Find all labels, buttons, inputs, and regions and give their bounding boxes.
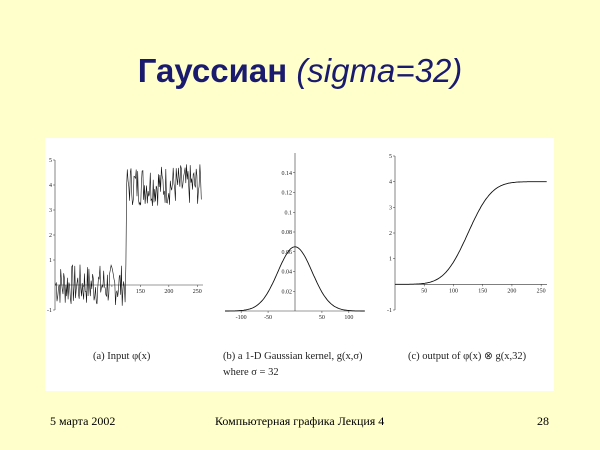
y-tick-label: 2 — [49, 233, 52, 239]
title-main: Гауссиан — [137, 52, 288, 89]
caption-b-line2: where σ = 32 — [223, 367, 279, 378]
caption-a: (a) Input φ(x) — [93, 351, 151, 362]
caption-b-line1: (b) a 1-D Gaussian kernel, g(x,σ) — [223, 351, 363, 362]
caption-c: (c) output of φ(x) ⊗ g(x,32) — [408, 351, 527, 362]
y-tick-label: -1 — [387, 308, 392, 314]
y-tick-label: 3 — [49, 208, 52, 214]
y-tick-label: 0.08 — [282, 230, 293, 236]
x-tick-label: -50 — [264, 315, 272, 321]
x-tick-label: 250 — [537, 288, 546, 294]
y-tick-label: 1 — [49, 258, 52, 264]
x-tick-label: -100 — [236, 315, 247, 321]
y-tick-label: 4 — [49, 183, 52, 189]
y-tick-label: 5 — [389, 154, 392, 160]
y-tick-label: 4 — [389, 180, 392, 186]
footer-page-number: 28 — [537, 414, 549, 428]
y-tick-label: 0.02 — [282, 289, 293, 295]
slide-title: Гауссиан (sigma=32) — [0, 52, 600, 90]
series-line — [55, 164, 202, 306]
y-tick-label: 0.04 — [282, 270, 293, 276]
x-tick-label: 150 — [136, 289, 145, 295]
x-tick-label: 100 — [344, 315, 353, 321]
y-tick-label: 2 — [389, 231, 392, 237]
series-line — [395, 181, 547, 285]
y-tick-label: 3 — [389, 205, 392, 211]
x-tick-label: 100 — [449, 288, 458, 294]
chart-input-signal: 150 200 250 -1 1 2 3 4 5 — [47, 158, 203, 314]
x-tick-label: 200 — [507, 288, 516, 294]
title-sub: (sigma=32) — [296, 52, 463, 89]
y-tick-label: 5 — [49, 158, 52, 164]
x-tick-label: 200 — [164, 289, 173, 295]
figure-panel: 150 200 250 -1 1 2 3 4 5 -100 -50 50 100 0.02 0.04 0.0… — [45, 138, 554, 391]
chart-gaussian-kernel: -100 -50 50 100 0.02 0.04 0.06 0.08 0.1 0.12 0.14 — [225, 153, 365, 321]
y-tick-label: -1 — [47, 308, 52, 314]
series-line — [225, 246, 365, 312]
footer-center: Компьютерная графика Лекция 4 — [215, 414, 385, 428]
chart-output-signal: 50 100 150 200 250 -1 1 2 3 4 5 — [387, 154, 547, 314]
y-tick-label: 0.12 — [282, 191, 293, 197]
x-tick-label: 150 — [478, 288, 487, 294]
y-tick-label: 0.06 — [282, 250, 293, 256]
y-tick-label: 0.1 — [285, 210, 293, 216]
y-tick-label: 1 — [389, 257, 392, 263]
x-tick-label: 250 — [193, 289, 202, 295]
x-tick-label: 50 — [319, 315, 325, 321]
footer-date: 5 марта 2002 — [50, 414, 116, 428]
y-tick-label: 0.14 — [282, 171, 293, 177]
x-tick-label: 50 — [421, 288, 427, 294]
